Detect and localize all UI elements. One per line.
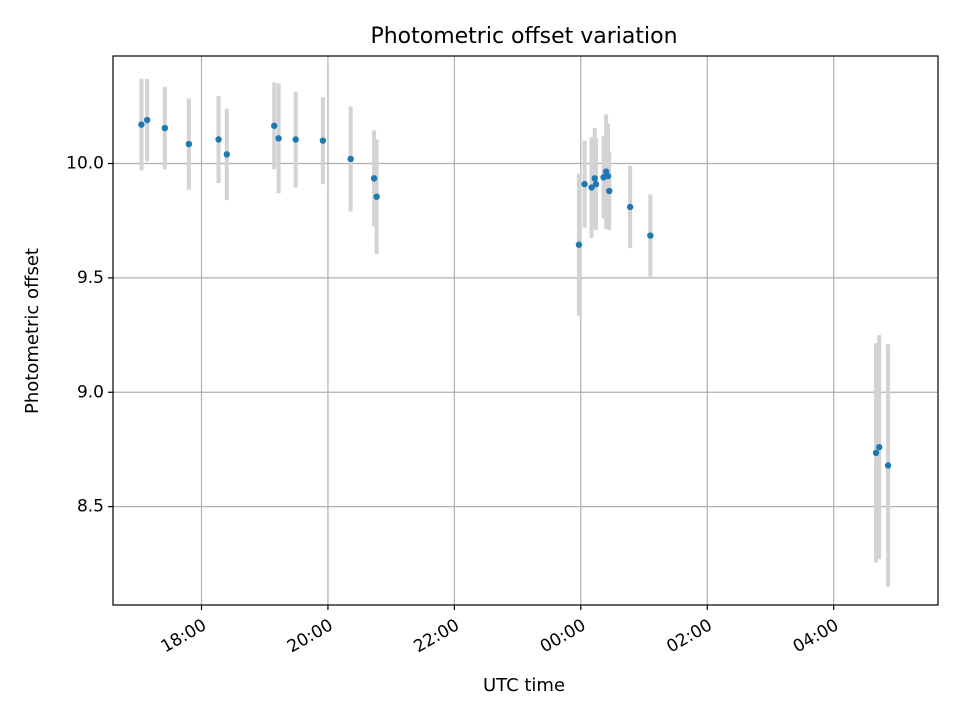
- data-point-6: [271, 122, 278, 129]
- data-point-9: [319, 137, 327, 144]
- data-point-17: [592, 180, 600, 188]
- error-bars: [139, 78, 891, 587]
- y-tick-label-3: 10.0: [66, 154, 104, 174]
- data-point-10: [347, 155, 354, 163]
- x-tick-label-5: 04:00: [790, 615, 842, 657]
- data-point-21: [606, 187, 613, 195]
- x-tick-label-2: 22:00: [410, 615, 462, 657]
- data-point-24: [872, 449, 880, 457]
- data-point-1: [143, 116, 151, 124]
- data-points: [138, 116, 892, 469]
- x-tick-label-0: 18:00: [158, 615, 210, 657]
- grid: [113, 56, 938, 605]
- x-axis-ticks: 18:00 20:00 22:00 00:00 02:00 04:00: [158, 605, 842, 657]
- data-point-8: [292, 136, 299, 143]
- data-point-2: [161, 124, 169, 132]
- data-point-11: [370, 175, 378, 182]
- x-axis-label: UTC time: [483, 675, 565, 696]
- data-point-26: [884, 462, 892, 469]
- data-point-7: [275, 135, 282, 142]
- data-point-23: [647, 232, 654, 239]
- y-axis-ticks: 8.5 9.0 9.5 10.0: [66, 154, 113, 517]
- data-point-14: [581, 180, 588, 188]
- data-point-0: [138, 121, 145, 128]
- data-point-22: [626, 203, 634, 211]
- y-axis-label: Photometric offset: [22, 248, 43, 414]
- data-point-15: [588, 184, 595, 191]
- plot-area-frame: [112, 55, 939, 606]
- x-tick-label-3: 00:00: [537, 615, 589, 657]
- data-point-3: [185, 140, 193, 148]
- y-tick-label-1: 9.0: [77, 382, 104, 402]
- data-point-12: [373, 193, 380, 200]
- x-tick-label-4: 02:00: [663, 615, 715, 657]
- data-point-20: [604, 172, 612, 180]
- data-point-16: [591, 175, 598, 182]
- y-tick-label-0: 8.5: [77, 497, 104, 517]
- chart-title: Photometric offset variation: [370, 24, 677, 49]
- data-point-25: [876, 443, 883, 451]
- data-point-5: [223, 151, 230, 158]
- x-tick-label-1: 20:00: [284, 615, 336, 657]
- data-point-13: [575, 241, 583, 248]
- data-point-4: [215, 136, 222, 143]
- y-tick-label-2: 9.5: [77, 268, 104, 288]
